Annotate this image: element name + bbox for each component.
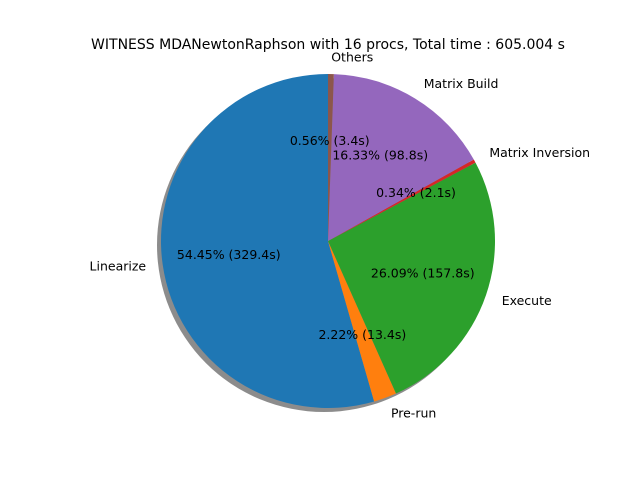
- slice-label-pre-run: Pre-run: [391, 406, 436, 421]
- slice-label-others: Others: [331, 49, 373, 64]
- chart-title: WITNESS MDANewtonRaphson with 16 procs, …: [91, 37, 565, 53]
- slice-percent-pre-run: 2.22% (13.4s): [318, 327, 406, 342]
- pie-slice-others: [328, 74, 334, 241]
- slice-label-linearize: Linearize: [90, 259, 147, 274]
- slice-percent-matrix-build: 16.33% (98.8s): [332, 147, 428, 162]
- pie-slice-linearize: [161, 74, 375, 408]
- slice-percent-others: 0.56% (3.4s): [290, 133, 370, 148]
- slice-label-matrix-inversion: Matrix Inversion: [489, 145, 590, 160]
- slice-percent-execute: 26.09% (157.8s): [371, 266, 475, 281]
- pie-slice-matrix-inversion: [328, 159, 476, 241]
- pie-slice-matrix-build: [328, 74, 474, 241]
- slice-percent-matrix-inversion: 0.34% (2.1s): [376, 185, 456, 200]
- pie-percent-labels: 54.45% (329.4s) 2.22% (13.4s) 26.09% (157.…: [177, 133, 475, 342]
- pie-slice-execute: [328, 162, 496, 394]
- pie-slices: [161, 74, 496, 408]
- slice-percent-linearize: 54.45% (329.4s): [177, 247, 281, 262]
- pie-slice-pre-run: [328, 241, 397, 402]
- pie-labels: Linearize Pre-run Execute Matrix Inversion M…: [90, 49, 591, 420]
- slice-label-execute: Execute: [502, 293, 552, 308]
- slice-label-matrix-build: Matrix Build: [424, 76, 499, 91]
